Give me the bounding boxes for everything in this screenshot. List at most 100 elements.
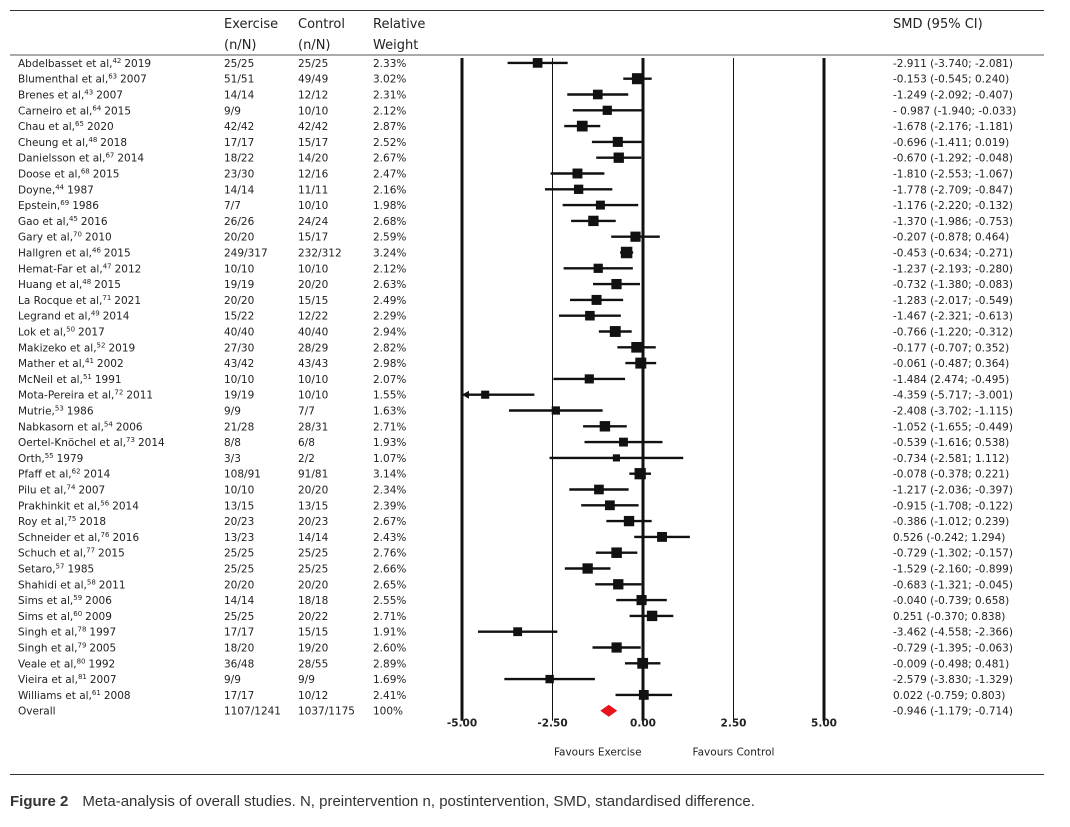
study-ref: 55 (45, 452, 54, 460)
study-year: 2019 (108, 342, 135, 354)
relative-weight: 1.93% (373, 437, 406, 449)
exercise-count: 14/14 (224, 184, 255, 196)
effect-marker (532, 58, 543, 68)
control-count: 10/10 (298, 105, 328, 117)
control-count: 18/18 (298, 595, 328, 607)
smd-ci-text: -1.370 (-1.986; -0.753) (893, 216, 1013, 228)
bottom-rule (10, 774, 1044, 775)
relative-weight: 2.33% (373, 58, 406, 70)
effect-marker (591, 294, 602, 305)
effect-marker (545, 674, 554, 684)
exercise-count: 20/20 (224, 232, 254, 244)
study-ref: 47 (103, 262, 112, 270)
control-count: 28/55 (298, 658, 328, 670)
study-ref: 54 (104, 420, 113, 428)
relative-weight: 1.91% (373, 627, 406, 639)
study-author: Danielsson et al, (18, 153, 105, 165)
exercise-count: 20/23 (224, 516, 254, 528)
effect-marker (595, 200, 605, 210)
exercise-count: 43/42 (224, 358, 254, 370)
smd-ci-text: -0.453 (-0.634; -0.271) (893, 248, 1013, 260)
control-count: 7/7 (298, 406, 315, 418)
relative-weight: 2.66% (373, 564, 406, 576)
exercise-count: 7/7 (224, 200, 241, 212)
study-author: Gao et al, (18, 216, 69, 228)
relative-weight: 3.14% (373, 469, 406, 481)
effect-marker (612, 136, 623, 147)
study-ref: 56 (100, 499, 109, 507)
relative-weight: 2.82% (373, 342, 406, 354)
header-exercise-unit: (n/N) (224, 38, 257, 53)
relative-weight: 2.55% (373, 595, 406, 607)
effect-marker (646, 610, 658, 622)
study-year: 2011 (126, 390, 153, 402)
study-label: Carneiro et al,64 2015 (18, 104, 131, 117)
study-label: Chau et al,65 2020 (18, 120, 114, 133)
study-year: 2016 (112, 532, 139, 544)
study-year: 1987 (67, 184, 94, 196)
study-ref: 49 (91, 310, 100, 318)
caption-label: Figure 2 (10, 793, 69, 810)
smd-ci-text: -0.177 (-0.707; 0.352) (893, 342, 1009, 354)
effect-marker (599, 421, 611, 432)
study-label: Blumenthal et al,63 2007 (18, 73, 147, 86)
control-count: 15/15 (298, 295, 328, 307)
study-author: Singh et al, (18, 627, 78, 639)
control-count: 9/9 (298, 674, 315, 686)
study-author: Williams et al, (18, 690, 92, 702)
exercise-count: 36/48 (224, 658, 254, 670)
study-year: 2016 (81, 216, 108, 228)
control-count: 42/42 (298, 121, 328, 133)
smd-ci-text: -1.217 (-2.036; -0.397) (893, 485, 1013, 497)
study-label: Hallgren et al,46 2015 (18, 247, 131, 260)
study-label: Setaro,57 1985 (18, 563, 94, 576)
relative-weight: 2.67% (373, 153, 406, 165)
study-year: 2008 (104, 690, 131, 702)
study-label: Roy et al,75 2018 (18, 515, 106, 528)
effect-marker (635, 357, 647, 369)
study-label: Sims et al,60 2009 (18, 610, 112, 623)
control-count: 14/20 (298, 153, 328, 165)
study-label: Hemat-Far et al,47 2012 (18, 262, 141, 275)
study-author: Orth, (18, 453, 45, 465)
study-year: 2014 (103, 311, 130, 323)
relative-weight: 2.16% (373, 184, 406, 196)
relative-weight: 1.07% (373, 453, 406, 465)
exercise-count: 9/9 (224, 406, 241, 418)
control-count: 25/25 (298, 58, 328, 70)
relative-weight: 3.02% (373, 74, 406, 86)
smd-ci-text: -0.078 (-0.378; 0.221) (893, 469, 1009, 481)
relative-weight: 2.07% (373, 374, 406, 386)
smd-ci-text: -0.683 (-1.321; -0.045) (893, 579, 1013, 591)
effect-marker (637, 657, 649, 669)
study-year: 2012 (115, 263, 142, 275)
study-label: Doose et al,68 2015 (18, 168, 119, 181)
relative-weight: 2.52% (373, 137, 406, 149)
study-label: Mather et al,41 2002 (18, 357, 124, 370)
study-year: 2011 (99, 579, 126, 591)
x-tick-label: 5.00 (811, 718, 837, 730)
control-count: 25/25 (298, 564, 328, 576)
control-count: 15/15 (298, 627, 328, 639)
smd-ci-text: -1.678 (-2.176; -1.181) (893, 121, 1013, 133)
exercise-count: 20/20 (224, 579, 254, 591)
relative-weight: 2.87% (373, 121, 406, 133)
effect-marker (634, 468, 646, 480)
overall-exercise-count: 1107/1241 (224, 706, 281, 718)
exercise-count: 20/20 (224, 295, 254, 307)
smd-ci-text: -0.732 (-1.380; -0.083) (893, 279, 1013, 291)
effect-marker (638, 689, 649, 700)
relative-weight: 2.65% (373, 579, 406, 591)
x-tick-label: 2.50 (721, 718, 747, 730)
exercise-count: 17/17 (224, 627, 254, 639)
ci-arrow (462, 390, 469, 399)
study-author: Mather et al, (18, 358, 85, 370)
study-ref: 72 (114, 389, 123, 397)
effect-marker (636, 595, 647, 606)
control-count: 12/16 (298, 169, 329, 181)
study-ref: 60 (73, 610, 82, 618)
x-tick-label: -2.50 (537, 718, 567, 730)
study-author: Sims et al, (18, 611, 73, 623)
study-year: 2014 (138, 437, 165, 449)
study-label: Oertel-Knöchel et al,73 2014 (18, 436, 165, 449)
